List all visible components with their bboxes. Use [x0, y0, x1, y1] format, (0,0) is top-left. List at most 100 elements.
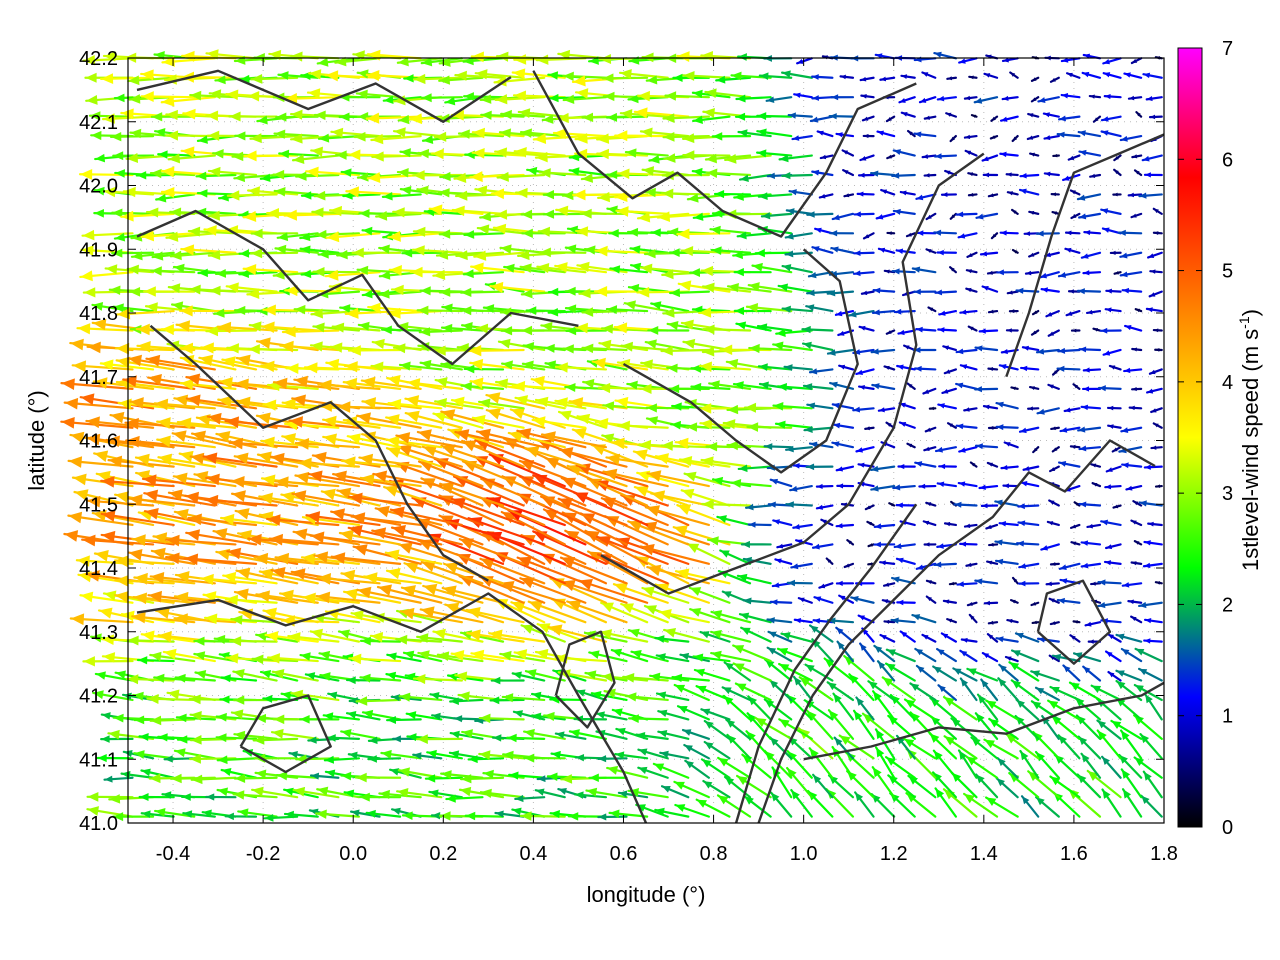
wind-arrow	[870, 484, 896, 492]
wind-arrow	[479, 557, 546, 585]
wind-arrow	[859, 76, 875, 82]
wind-arrow	[957, 749, 978, 779]
wind-arrow	[955, 348, 978, 355]
wind-arrow	[1104, 484, 1122, 490]
wind-arrow	[853, 211, 875, 218]
wind-arrow	[1039, 271, 1060, 279]
wind-arrow	[1108, 364, 1122, 371]
wind-arrow	[870, 793, 896, 818]
wind-arrow	[76, 323, 134, 335]
wind-arrow	[975, 773, 999, 799]
wind-arrow	[554, 262, 608, 274]
wind-arrow	[445, 794, 484, 803]
wind-arrow	[171, 430, 237, 449]
wind-arrow	[987, 620, 999, 625]
wind-arrow	[763, 443, 793, 450]
wind-arrow	[140, 230, 196, 242]
wind-arrow	[386, 652, 422, 663]
wind-arrow	[1049, 775, 1081, 799]
wind-arrow	[490, 676, 525, 685]
wind-arrow	[232, 790, 278, 800]
wind-arrow	[602, 468, 669, 488]
wind-arrow	[676, 705, 710, 721]
wind-arrow	[657, 709, 690, 721]
wind-arrow	[885, 329, 896, 335]
wind-arrow	[1028, 385, 1040, 390]
wind-arrow	[942, 599, 957, 604]
wind-arrow	[1049, 76, 1060, 83]
wind-arrow	[1069, 523, 1081, 529]
wind-arrow	[150, 266, 196, 276]
wind-arrow	[754, 248, 793, 258]
wind-arrow	[274, 476, 340, 489]
wind-arrow	[923, 173, 937, 178]
wind-arrow	[811, 543, 834, 550]
wind-arrow	[987, 309, 999, 314]
wind-arrow	[1121, 462, 1143, 469]
wind-arrow	[966, 667, 999, 682]
wind-arrow	[700, 708, 731, 721]
wind-arrow	[1085, 309, 1102, 315]
wind-arrow	[811, 95, 834, 101]
wind-arrow	[1049, 562, 1060, 567]
wind-arrow	[831, 441, 855, 449]
wind-arrow	[600, 672, 649, 683]
wind-arrow	[701, 499, 752, 510]
wind-arrow	[396, 787, 443, 799]
wind-arrow	[612, 582, 669, 604]
wind-arrow	[220, 674, 258, 683]
wind-arrow	[513, 649, 566, 663]
wind-arrow	[111, 248, 155, 258]
wind-arrow	[354, 772, 402, 783]
wind-arrow	[449, 730, 484, 740]
wind-arrow	[613, 322, 669, 334]
wind-arrow	[1135, 111, 1143, 118]
wind-arrow	[705, 168, 752, 178]
wind-arrow	[1103, 560, 1122, 566]
wind-arrow	[996, 269, 1019, 276]
wind-arrow	[1008, 661, 1040, 682]
wind-arrow	[1150, 407, 1163, 414]
wind-arrow	[981, 154, 999, 162]
wind-arrow	[970, 114, 978, 118]
wind-arrow	[892, 484, 916, 491]
wind-arrow	[547, 624, 608, 643]
wind-arrow	[801, 325, 834, 334]
colorbar-tick-label: 2	[1222, 594, 1233, 616]
wind-arrow	[889, 693, 916, 721]
wind-arrow	[450, 396, 505, 410]
wind-arrow	[404, 410, 463, 429]
wind-arrow	[909, 682, 937, 702]
wind-arrow	[702, 324, 752, 335]
wind-arrow	[432, 628, 484, 643]
wind-arrow	[806, 211, 834, 218]
wind-arrow	[1017, 580, 1040, 587]
wind-arrow	[896, 364, 916, 371]
wind-arrow	[133, 572, 196, 585]
wind-arrow	[981, 651, 999, 663]
wind-arrow	[756, 112, 793, 121]
wind-arrow	[1147, 251, 1163, 259]
wind-arrow	[669, 288, 710, 298]
wind-arrow	[326, 734, 361, 742]
wind-arrow	[988, 717, 1019, 740]
wind-arrow	[173, 748, 216, 760]
wind-arrow	[315, 591, 381, 604]
wind-arrow	[886, 231, 896, 236]
wind-arrow	[214, 268, 258, 278]
wind-arrow	[1123, 367, 1143, 374]
wind-arrow	[1105, 288, 1122, 294]
wind-arrow	[775, 328, 813, 338]
wind-arrow	[1140, 794, 1163, 818]
wind-arrow	[508, 771, 546, 780]
wind-arrow	[1048, 597, 1060, 604]
wind-arrow	[949, 212, 957, 220]
wind-arrow	[1080, 562, 1102, 569]
wind-arrow	[467, 755, 505, 764]
x-axis-label: longitude (°)	[587, 882, 706, 907]
y-tick-label: 42.1	[79, 112, 118, 134]
wind-arrow	[1119, 134, 1143, 142]
wind-arrow	[1141, 154, 1163, 162]
wind-arrow	[925, 595, 937, 604]
wind-arrow	[710, 610, 752, 624]
